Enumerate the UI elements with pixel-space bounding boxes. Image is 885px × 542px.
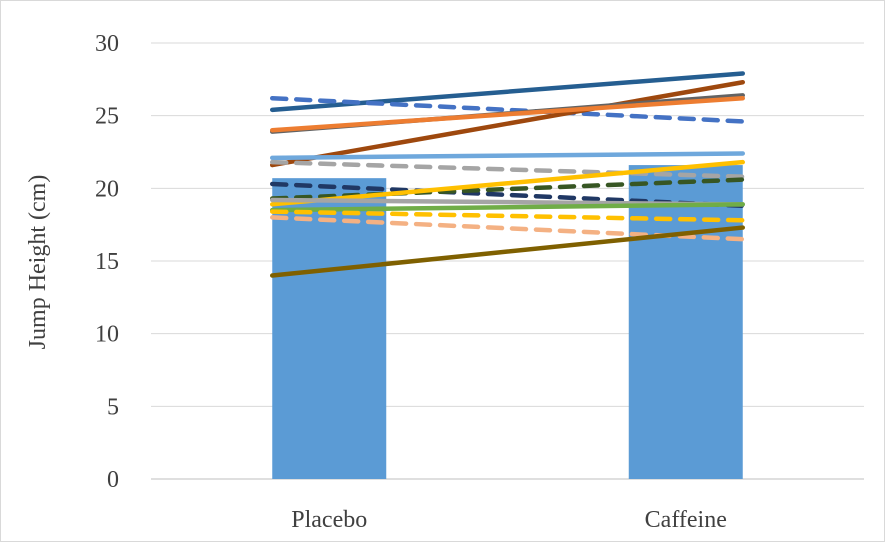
x-category-label: Caffeine [645,507,727,533]
x-axis-categories: Placebo Caffeine [291,507,727,533]
x-category-label: Placebo [291,507,367,533]
y-tick-label: 5 [107,394,119,420]
y-tick-label: 10 [95,322,119,348]
y-tick-label: 0 [107,467,119,493]
y-axis-title: Jump Height (cm) [25,175,51,350]
y-tick-label: 30 [95,31,119,57]
y-tick-label: 20 [95,176,119,202]
participant-line [270,159,745,207]
participant-lines [270,71,745,278]
participant-line [270,159,745,179]
gridlines [151,42,864,480]
bar-placebo [272,178,387,479]
y-tick-label: 25 [95,104,119,130]
y-tick-label: 15 [95,249,119,275]
participant-line [270,95,745,124]
participant-line [270,225,745,278]
participant-line [270,202,745,213]
participant-line [270,95,745,133]
participant-line [270,209,745,223]
bar-caffeine [628,165,743,479]
participant-line [270,79,745,168]
participant-line [270,151,745,161]
y-axis-ticks: 0 5 10 15 20 25 30 [95,31,119,493]
